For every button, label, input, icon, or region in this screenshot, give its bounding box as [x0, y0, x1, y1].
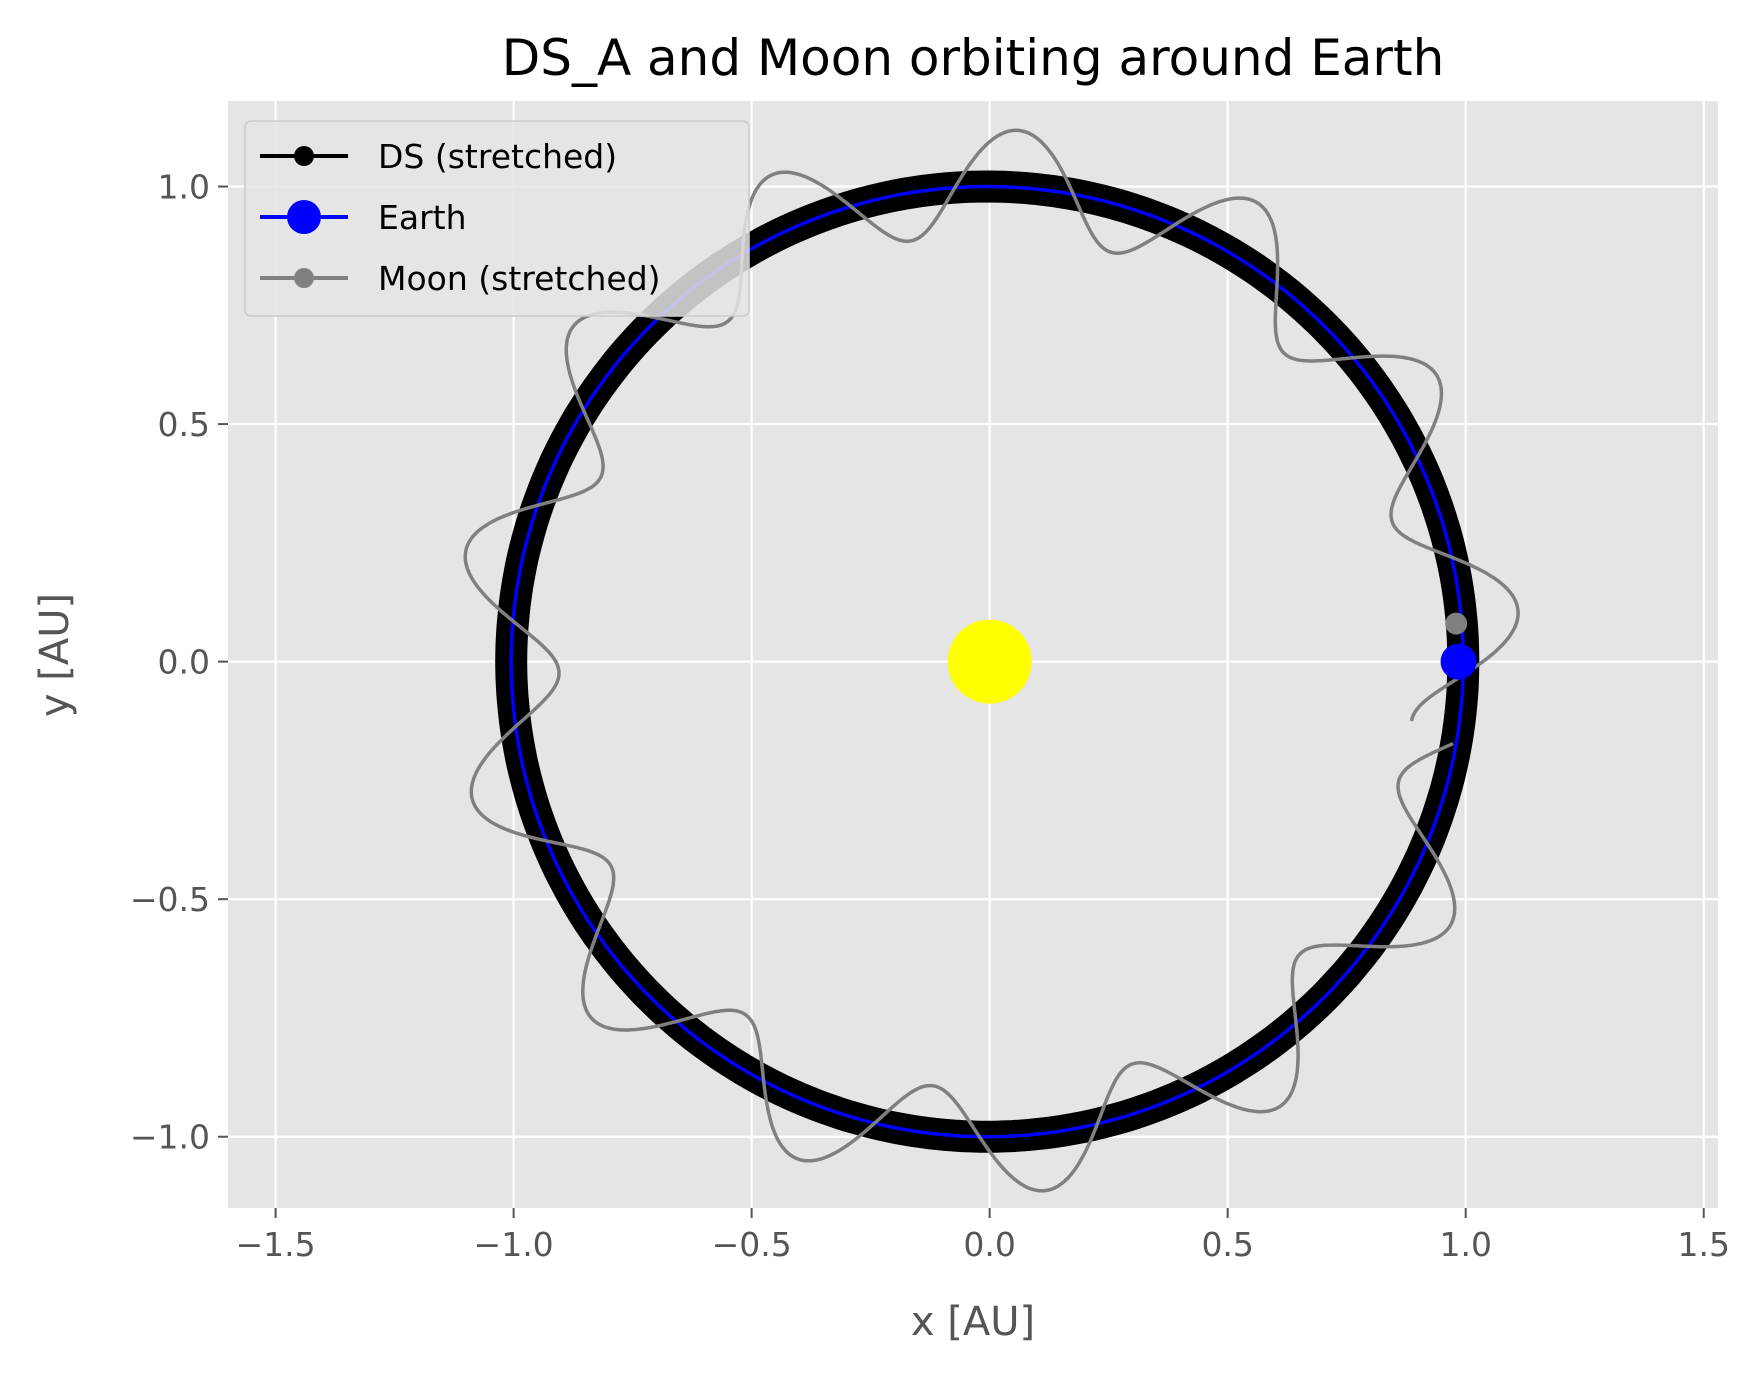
- legend-label-moon: Moon (stretched): [378, 259, 661, 298]
- legend-marker-moon: [294, 268, 314, 288]
- sun-marker: [947, 619, 1032, 704]
- y-tick-label: −0.5: [130, 880, 210, 919]
- earth-marker: [1440, 643, 1477, 680]
- moon-orbit-line: [463, 128, 1520, 1193]
- x-tick-label: 0.5: [1201, 1225, 1253, 1264]
- moon-marker: [1445, 612, 1468, 635]
- legend-label-earth: Earth: [378, 198, 467, 237]
- y-tick-label: −1.0: [130, 1118, 210, 1157]
- x-tick-label: −0.5: [712, 1225, 792, 1264]
- legend-marker-earth: [287, 200, 321, 234]
- x-tick-label: −1.0: [474, 1225, 554, 1264]
- plot-content: [463, 128, 1520, 1193]
- legend-label-ds: DS (stretched): [378, 137, 617, 176]
- legend-marker-ds: [294, 146, 314, 166]
- x-tick-label: 0.0: [963, 1225, 1015, 1264]
- y-tick-label: 0.0: [158, 643, 210, 682]
- y-tick-label: 0.5: [158, 405, 210, 444]
- x-tick-label: −1.5: [236, 1225, 316, 1264]
- x-tick-label: 1.5: [1677, 1225, 1729, 1264]
- axis-ticks: −1.5 −1.0 −0.5 0.0 0.5 1.0 1.5 −1.0 −0.5 0.0 0.5 1.…: [130, 168, 1730, 1264]
- earth-orbit-line: [509, 184, 1466, 1139]
- chart-title: DS_A and Moon orbiting around Earth: [502, 29, 1445, 87]
- x-axis-label: x [AU]: [911, 1299, 1035, 1345]
- legend-box: [244, 120, 750, 317]
- y-axis-label: y [AU]: [32, 593, 78, 717]
- x-tick-label: 1.0: [1439, 1225, 1491, 1264]
- legend: DS (stretched) Earth Moon (stretched): [244, 120, 750, 317]
- y-tick-label: 1.0: [158, 168, 210, 207]
